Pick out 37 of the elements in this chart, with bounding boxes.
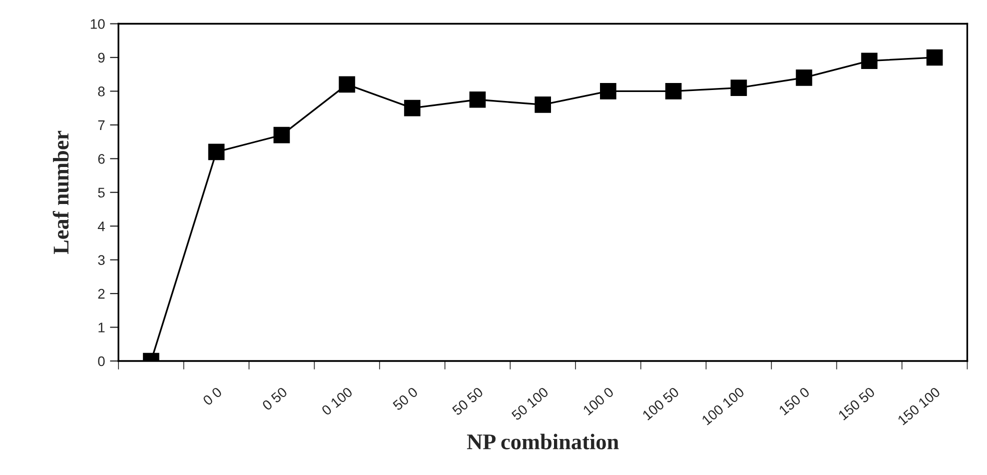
y-tick-label: 10: [90, 19, 105, 29]
x-tick-label: 0 100: [321, 386, 354, 416]
x-tick-label: 100 0: [582, 386, 614, 416]
x-tick-label: 100 100: [701, 386, 745, 426]
point: [926, 49, 943, 66]
y-tick-label: 8: [98, 86, 105, 96]
point: [338, 76, 356, 93]
x-tick-label: 150 0: [778, 386, 810, 416]
x-tick-label: 0 50: [262, 386, 288, 411]
x-axis-title: NP combination: [467, 434, 619, 450]
y-tick-label: 0: [98, 356, 105, 366]
y-axis-title: Leaf number: [52, 130, 69, 254]
point: [665, 83, 682, 100]
point: [274, 126, 290, 144]
y-tick-label: 6: [98, 154, 105, 164]
point: [600, 83, 616, 100]
x-tick-label: 100 50: [642, 386, 680, 420]
y-tick-label: 3: [98, 255, 105, 265]
point: [730, 80, 747, 96]
y-tick-label: 9: [98, 52, 105, 63]
y-tick-label: 1: [98, 322, 105, 332]
point: [404, 100, 420, 116]
x-tick-label: 50 100: [510, 386, 549, 421]
x-tick-label: 150 100: [897, 386, 941, 426]
point: [861, 52, 878, 70]
y-tick-label: 2: [98, 288, 105, 299]
x-tick-label: 150 50: [838, 386, 876, 420]
point: [534, 96, 552, 113]
point: [796, 70, 812, 86]
point: [469, 91, 486, 108]
x-tick-label: 50 0: [392, 386, 418, 411]
y-tick-label: 5: [98, 188, 105, 198]
y-tick-label: 7: [98, 120, 105, 130]
x-tick-label: 0 0: [202, 386, 223, 406]
point: [208, 144, 225, 160]
x-tick-label: 50 50: [452, 386, 484, 416]
y-tick-label: 4: [98, 222, 105, 232]
